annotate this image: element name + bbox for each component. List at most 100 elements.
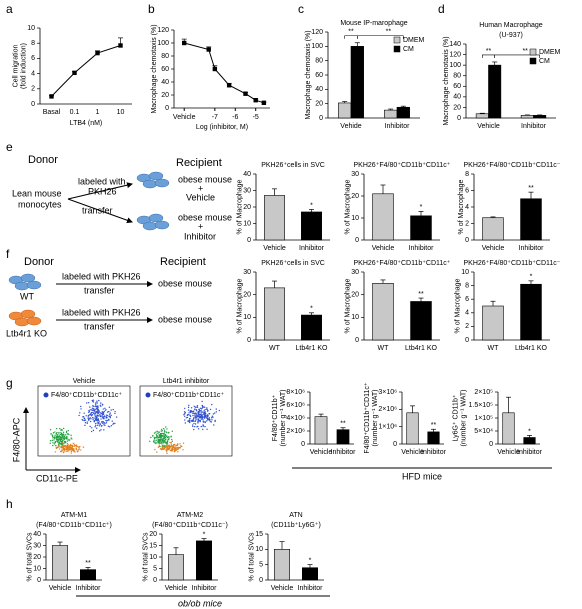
flow-event bbox=[188, 414, 190, 416]
flow-event bbox=[72, 449, 74, 452]
y-tick-label: 20 bbox=[351, 292, 359, 299]
bar bbox=[314, 416, 328, 445]
x-tick-label: Vehicle bbox=[263, 245, 286, 252]
flow-event bbox=[160, 432, 162, 435]
point bbox=[49, 94, 54, 99]
flow-event bbox=[165, 426, 167, 428]
flow-event bbox=[167, 432, 170, 434]
flow-event bbox=[176, 446, 178, 449]
flow-event bbox=[80, 408, 82, 410]
y-tick-label: 6 bbox=[465, 187, 469, 194]
gate-label: F4/80⁺CD11b⁺CD11c⁺ bbox=[153, 392, 224, 399]
flow-event bbox=[95, 424, 97, 427]
x-tick-label: Vehicle bbox=[310, 449, 333, 456]
flow-event bbox=[52, 435, 54, 438]
flow-event bbox=[192, 410, 195, 412]
flow-event bbox=[202, 411, 204, 413]
y-tick-label: 10 bbox=[255, 546, 263, 553]
flow-event bbox=[96, 402, 98, 404]
bar bbox=[427, 431, 440, 445]
diagram-label: Donor bbox=[24, 256, 54, 268]
point bbox=[226, 83, 232, 88]
flow-event bbox=[157, 446, 160, 448]
bar bbox=[533, 115, 547, 119]
flow-event bbox=[85, 415, 87, 417]
flow-event bbox=[192, 419, 194, 421]
chart-title: ATM-M2 bbox=[177, 512, 203, 519]
y-tick-label: 2 bbox=[31, 86, 35, 93]
flow-event bbox=[87, 415, 90, 417]
flow-event bbox=[84, 422, 87, 424]
legend-label: DMEM bbox=[539, 49, 561, 56]
y-tick-label: 1×10⁵ bbox=[474, 415, 493, 422]
y-tick-label: 6 bbox=[465, 296, 469, 303]
y-axis-label: (fold induction) bbox=[21, 43, 28, 89]
flow-event bbox=[156, 435, 159, 437]
y-tick-label: 6 bbox=[31, 55, 35, 62]
flow-event bbox=[84, 424, 86, 427]
flow-event bbox=[51, 439, 54, 442]
diagram-label: labeled with PKH26 bbox=[62, 307, 141, 317]
flow-event bbox=[99, 430, 101, 432]
y-tick-label: 40 bbox=[315, 86, 323, 93]
flow-event bbox=[152, 440, 155, 443]
y-tick-label: 60 bbox=[315, 72, 323, 79]
significance: * bbox=[309, 558, 312, 565]
flow-event bbox=[206, 420, 208, 422]
y-tick-label: 40 bbox=[161, 79, 169, 86]
flow-event bbox=[168, 437, 170, 439]
y-tick-label: 10 bbox=[351, 215, 359, 222]
flow-event bbox=[58, 446, 60, 448]
flow-event bbox=[184, 412, 187, 414]
flow-event bbox=[66, 435, 68, 438]
flow-event bbox=[99, 414, 102, 416]
y-tick-label: 0 bbox=[247, 237, 251, 244]
flow-event bbox=[108, 410, 110, 413]
diagram-label: transfer bbox=[82, 205, 113, 215]
significance: ** bbox=[386, 29, 392, 36]
flow-event bbox=[165, 449, 168, 451]
flow-event bbox=[79, 412, 81, 414]
flow-event bbox=[203, 410, 205, 412]
bar bbox=[196, 540, 213, 581]
flow-event bbox=[166, 447, 168, 449]
flow-event bbox=[160, 448, 163, 451]
flow-event bbox=[104, 422, 106, 425]
x-tick-label: Vehicle bbox=[401, 449, 424, 456]
flow-event bbox=[156, 430, 158, 433]
flow-event bbox=[55, 447, 58, 450]
flow-event bbox=[93, 408, 95, 410]
flow-event bbox=[165, 451, 168, 453]
chart-title: PKH26⁺cells in SVC bbox=[261, 260, 325, 267]
x-tick-label: Inhibitor bbox=[192, 585, 218, 592]
flow-event bbox=[176, 448, 179, 451]
flow-event bbox=[159, 435, 162, 438]
point bbox=[243, 91, 248, 96]
flow-event bbox=[154, 448, 156, 451]
flow-event bbox=[150, 436, 152, 439]
flow-event bbox=[204, 408, 206, 411]
flow-event bbox=[56, 433, 58, 436]
flow-event bbox=[164, 435, 166, 437]
chart-subtitle: (F4/80⁺CD11b⁺CD11c⁺) bbox=[36, 522, 112, 529]
flow-event bbox=[59, 437, 61, 439]
flow-event bbox=[61, 445, 63, 448]
flow-event bbox=[72, 442, 75, 445]
gate-marker bbox=[43, 392, 49, 398]
y-axis-label: % of Macrophage bbox=[458, 179, 465, 234]
flow-event bbox=[203, 416, 206, 419]
y-tick-label: 30 bbox=[243, 187, 251, 194]
chart-title: PKH26⁺F4/80⁺CD11b⁺CD11c⁻ bbox=[463, 260, 560, 267]
legend-swatch bbox=[529, 57, 537, 65]
flow-event bbox=[195, 413, 197, 416]
flow-event bbox=[87, 417, 89, 419]
flow-event bbox=[55, 427, 58, 430]
flow-event bbox=[108, 413, 111, 415]
diagram-label: labeled with bbox=[78, 176, 126, 186]
flow-event bbox=[184, 415, 186, 417]
flow-event bbox=[198, 408, 200, 411]
flow-event bbox=[70, 447, 72, 449]
flow-event bbox=[59, 439, 61, 441]
flow-event bbox=[152, 434, 154, 437]
y-axis-label: % of Macrophage bbox=[345, 179, 352, 234]
